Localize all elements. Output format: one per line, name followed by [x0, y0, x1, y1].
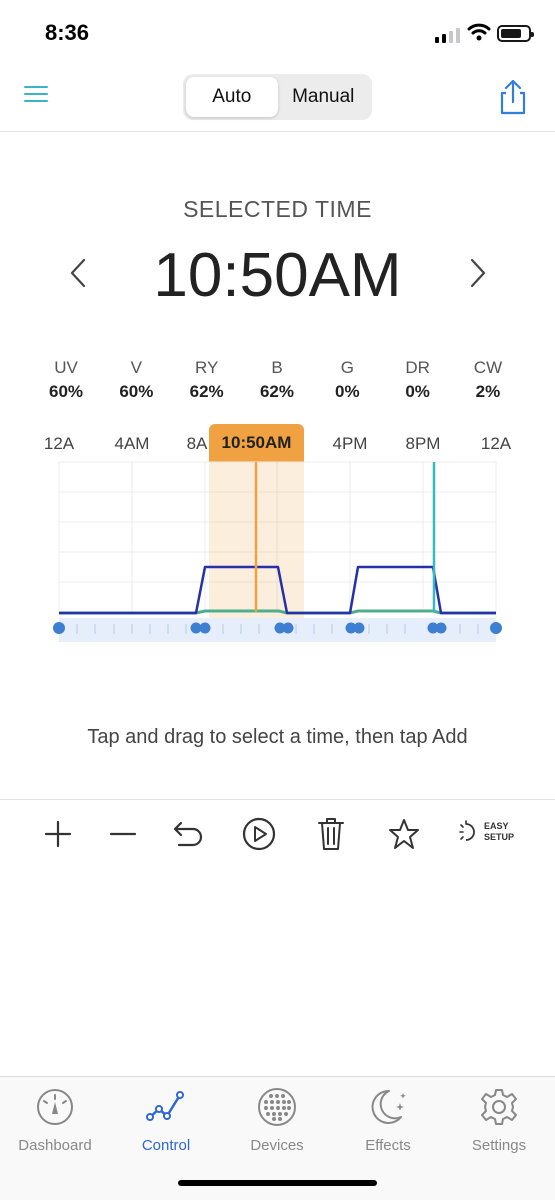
tick-label: 12A: [43, 434, 75, 453]
mode-manual-button[interactable]: Manual: [292, 86, 355, 107]
cellular-signal-icon: [435, 27, 460, 43]
trash-icon[interactable]: [311, 814, 351, 854]
channel-name: RY: [195, 358, 219, 377]
channel-value: 0%: [335, 382, 360, 401]
remove-icon[interactable]: [103, 814, 143, 854]
channel-b: B 62%: [242, 358, 312, 402]
tick-label: 12A: [480, 434, 512, 453]
schedule-points: [53, 622, 502, 634]
instruction-text: Tap and drag to select a time, then tap …: [87, 726, 468, 748]
schedule-chart[interactable]: [0, 460, 555, 650]
tab-settings[interactable]: Settings: [444, 1087, 554, 1154]
gauge-icon: [0, 1087, 110, 1127]
tab-label: Dashboard: [18, 1137, 92, 1154]
mode-segmented-control: Auto Manual: [183, 74, 372, 120]
tick-label: 4PM: [332, 434, 368, 453]
share-icon[interactable]: [497, 78, 529, 116]
tab-label: Effects: [365, 1137, 411, 1154]
tick-label: 8PM: [405, 434, 441, 453]
easy-setup-label: EASY SETUP: [484, 821, 515, 842]
selected-time-value: 10:50AM: [153, 241, 402, 310]
channel-v: V 60%: [101, 358, 171, 402]
undo-icon[interactable]: [168, 814, 208, 854]
channel-name: DR: [405, 358, 430, 377]
channel-values: UV 60% V 60% RY 62% B 62% G 0% DR 0% CW …: [31, 358, 523, 402]
play-icon[interactable]: [239, 814, 279, 854]
led-grid-icon: [222, 1087, 332, 1127]
graph-icon: [111, 1087, 221, 1127]
tab-control[interactable]: Control: [111, 1087, 221, 1154]
timeline-axis: 12A 4AM 8A 4PM 8PM 12A: [0, 434, 555, 456]
favorite-star-icon[interactable]: [384, 814, 424, 854]
channel-value: 60%: [48, 382, 84, 401]
previous-time-chevron-icon[interactable]: [66, 256, 90, 290]
channel-name: B: [271, 358, 283, 377]
channel-value: 2%: [475, 382, 501, 401]
channel-ry: RY 62%: [172, 358, 242, 402]
tick-label: 4AM: [114, 434, 150, 453]
tab-label: Devices: [250, 1137, 304, 1154]
chart-grid: [58, 461, 497, 612]
selected-time-badge[interactable]: 10:50AM: [209, 424, 304, 462]
mode-auto-button[interactable]: Auto: [186, 77, 278, 117]
channel-name: G: [340, 358, 354, 377]
tab-label: Control: [141, 1137, 191, 1154]
selected-time-label: SELECTED TIME: [183, 196, 372, 222]
channel-uv: UV 60%: [31, 358, 101, 402]
channel-name: CW: [473, 358, 503, 377]
easy-setup-icon: [459, 820, 475, 841]
hamburger-menu-icon[interactable]: [24, 86, 48, 106]
action-toolbar: EASY SETUP: [0, 799, 555, 869]
status-bar: 8:36: [0, 0, 555, 64]
channel-g: G 0%: [312, 358, 382, 402]
home-indicator: [178, 1180, 377, 1186]
easy-setup-button[interactable]: EASY SETUP: [458, 818, 514, 846]
bottom-tab-bar: Dashboard Control Devices Effects: [0, 1076, 555, 1200]
moon-stars-icon: [333, 1087, 443, 1127]
channel-dr: DR 0%: [383, 358, 453, 402]
tab-devices[interactable]: Devices: [222, 1087, 332, 1154]
add-icon[interactable]: [38, 814, 78, 854]
gear-icon: [444, 1087, 554, 1127]
channel-value: 0%: [405, 382, 430, 401]
track-ticks: [76, 624, 479, 634]
channel-value: 62%: [259, 382, 294, 401]
tab-effects[interactable]: Effects: [333, 1087, 443, 1154]
channel-value: 60%: [119, 382, 154, 401]
status-time: 8:36: [45, 20, 90, 45]
battery-icon: [497, 25, 534, 42]
channel-name: UV: [54, 358, 78, 377]
channel-name: V: [130, 358, 142, 377]
tab-label: Settings: [471, 1137, 527, 1154]
tab-dashboard[interactable]: Dashboard: [0, 1087, 110, 1154]
tick-label: 8A: [186, 434, 208, 453]
blue-series-line: [59, 565, 496, 615]
channel-cw: CW 2%: [453, 358, 523, 402]
top-nav-bar: Auto Manual: [0, 64, 555, 132]
wifi-icon: [467, 23, 491, 41]
channel-value: 62%: [189, 382, 224, 401]
next-time-chevron-icon[interactable]: [466, 256, 490, 290]
